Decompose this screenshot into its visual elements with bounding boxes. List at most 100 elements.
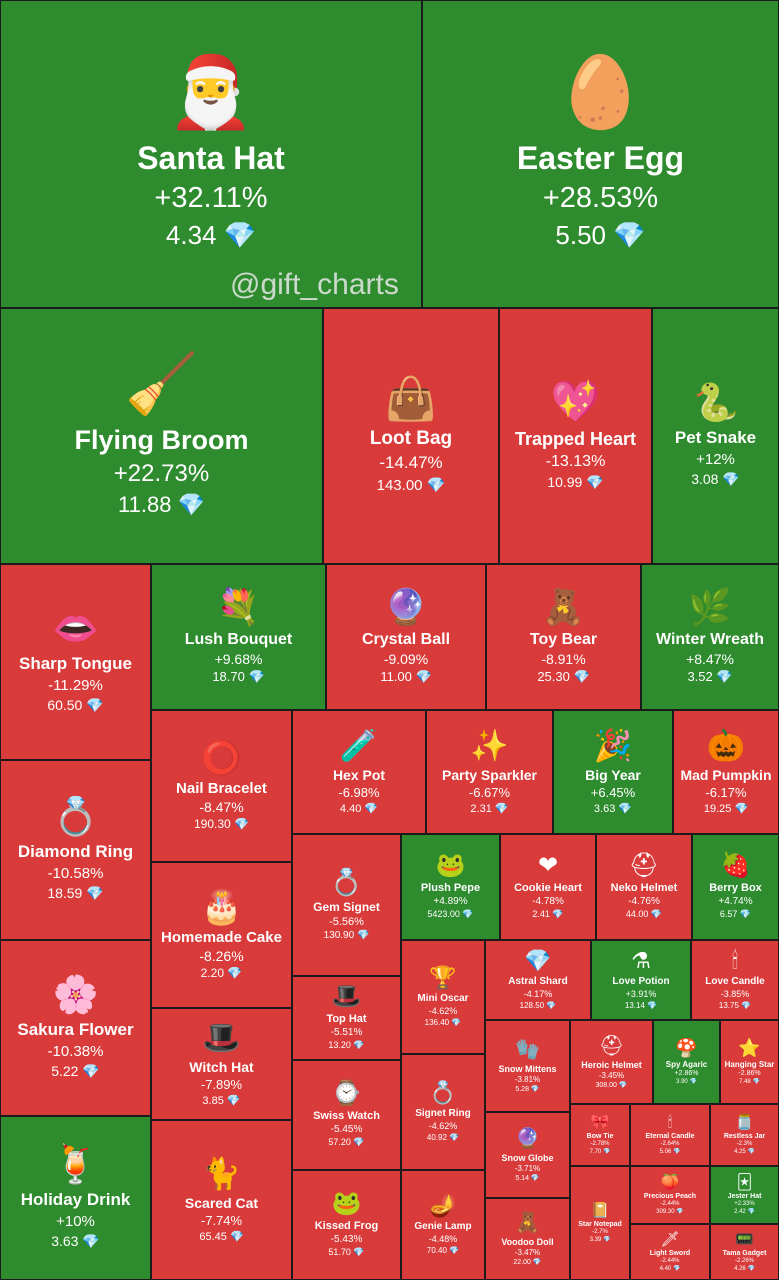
gift-icon: 🥚 [556, 53, 645, 131]
treemap-tile[interactable]: 🌿 Winter Wreath +8.47% 3.52 💎 [641, 564, 779, 710]
gift-price: 4.26 💎 [734, 1265, 755, 1272]
gift-change: -2.44% [660, 1201, 680, 1207]
gift-icon: 🎂 [200, 888, 243, 925]
treemap-tile[interactable]: 🍑 Precious Peach -2.44% 309.30 💎 [630, 1166, 710, 1224]
treemap-tile[interactable]: ❤ Cookie Heart -4.78% 2.41 💎 [500, 834, 596, 940]
gift-price: 19.25 💎 [704, 802, 748, 815]
gift-price: 2.31 💎 [470, 802, 508, 815]
treemap-tile[interactable]: 🎂 Homemade Cake -8.26% 2.20 💎 [151, 862, 292, 1008]
treemap-tile[interactable]: 🔮 Snow Globe -3.71% 5.14 💎 [485, 1112, 570, 1198]
diamond-icon: 💎 [618, 1081, 628, 1089]
gift-name: Pet Snake [674, 428, 757, 447]
treemap-tile[interactable]: 🎩 Top Hat -5.51% 13.20 💎 [292, 976, 401, 1060]
gift-price: 128.50 💎 [520, 1001, 557, 1010]
gift-icon: 🍹 [52, 1144, 99, 1185]
treemap-tile[interactable]: 🧹 Flying Broom +22.73% 11.88 💎 [0, 308, 323, 564]
gift-price-value: 2.20 [200, 966, 228, 980]
treemap-tile[interactable]: 🧸 Voodoo Doll -3.47% 22.00 💎 [485, 1198, 570, 1280]
gift-name: Holiday Drink [20, 1190, 131, 1209]
gift-change: -2.78% [590, 1141, 610, 1147]
diamond-icon: 💎 [647, 1001, 658, 1010]
gift-name: Trapped Heart [514, 428, 637, 449]
gift-price-value: 3.08 [691, 471, 723, 487]
treemap-tile[interactable]: ⌚ Swiss Watch -5.45% 57.20 💎 [292, 1060, 401, 1170]
treemap-tile[interactable]: 💍 Gem Signet -5.56% 130.90 💎 [292, 834, 401, 976]
treemap-tile[interactable]: 👄 Sharp Tongue -11.29% 60.50 💎 [0, 564, 151, 760]
treemap-tile[interactable]: ⛑ Heroic Helmet -3.45% 308.00 💎 [570, 1020, 653, 1104]
gift-icon: 🎉 [593, 727, 633, 763]
gift-change: -4.62% [428, 1121, 458, 1131]
gift-price-value: 11.88 [118, 491, 178, 517]
gift-name: Lush Bouquet [184, 630, 293, 648]
treemap-tile[interactable]: 🐍 Pet Snake +12% 3.08 💎 [652, 308, 779, 564]
treemap-tile[interactable]: 🐸 Plush Pepe +4.89% 5423.00 💎 [401, 834, 500, 940]
treemap-tile[interactable]: 🏆 Mini Oscar -4.62% 136.40 💎 [401, 940, 485, 1054]
treemap-tile[interactable]: 💍 Diamond Ring -10.58% 18.59 💎 [0, 760, 151, 940]
treemap-tile[interactable]: ⚗ Love Potion +3.91% 13.14 💎 [591, 940, 691, 1020]
gift-name: Swiss Watch [313, 1110, 380, 1122]
gift-change: -6.17% [705, 784, 747, 800]
gift-price: 7.48 💎 [739, 1078, 760, 1085]
treemap-tile[interactable]: 🫙 Restless Jar -2.3% 4.25 💎 [710, 1104, 779, 1166]
treemap-tile[interactable]: 💐 Lush Bouquet +9.68% 18.70 💎 [151, 564, 326, 710]
gift-change: -2.3% [736, 1141, 753, 1147]
diamond-icon: 💎 [426, 477, 446, 494]
gift-icon: 🌸 [52, 974, 99, 1015]
watermark: @gift_charts [230, 268, 399, 301]
treemap-tile[interactable]: 🍄 Spy Agaric +2.86% 3.90 💎 [653, 1020, 720, 1104]
gift-name: Tama Gadget [722, 1250, 767, 1257]
treemap-tile[interactable]: 🎀 Bow Tie -2.78% 7.70 💎 [570, 1104, 630, 1166]
treemap-tile[interactable]: 🃏 Jester Hat +2.33% 2.42 💎 [710, 1166, 779, 1224]
treemap-tile[interactable]: 🐸 Kissed Frog -5.43% 51.70 💎 [292, 1170, 401, 1280]
gift-name: Toy Bear [529, 630, 598, 648]
treemap-tile[interactable]: 🥚 Easter Egg +28.53% 5.50 💎 [422, 0, 779, 308]
gift-name: Star Notepad [578, 1221, 622, 1228]
gift-icon: 🧹 [124, 350, 199, 417]
treemap-tile[interactable]: 💍 Signet Ring -4.62% 40.92 💎 [401, 1054, 485, 1170]
gift-name: Snow Mittens [498, 1063, 557, 1074]
diamond-icon: 💎 [227, 966, 243, 980]
treemap-tile[interactable]: 💎 Astral Shard -4.17% 128.50 💎 [485, 940, 591, 1020]
treemap-tile[interactable]: 🎅 Santa Hat +32.11% 4.34 💎 [0, 0, 422, 308]
treemap-tile[interactable]: 🪔 Genie Lamp -4.48% 70.40 💎 [401, 1170, 485, 1280]
diamond-icon: 💎 [613, 220, 646, 250]
treemap-tile[interactable]: 🕯 Eternal Candle -2.64% 5.06 💎 [630, 1104, 710, 1166]
diamond-icon: 💎 [229, 1230, 244, 1243]
treemap-tile[interactable]: 🕯 Love Candle -3.85% 13.75 💎 [691, 940, 779, 1020]
gift-price: 309.30 💎 [656, 1208, 684, 1215]
treemap-tile[interactable]: 🧤 Snow Mittens -3.81% 5.28 💎 [485, 1020, 570, 1112]
treemap-tile[interactable]: 🧪 Hex Pot -6.98% 4.40 💎 [292, 710, 426, 834]
gift-price-value: 7.70 [589, 1149, 603, 1155]
gift-price: 3.90 💎 [676, 1078, 697, 1085]
treemap-tile[interactable]: 📔 Star Notepad -2.7% 3.39 💎 [570, 1166, 630, 1280]
treemap-tile[interactable]: 🎩 Witch Hat -7.89% 3.85 💎 [151, 1008, 292, 1120]
gift-name: Heroic Helmet [581, 1059, 642, 1070]
diamond-icon: 💎 [573, 668, 590, 684]
treemap-tile[interactable]: ⛑ Neko Helmet -4.76% 44.00 💎 [596, 834, 692, 940]
gift-icon: 🪔 [429, 1193, 457, 1218]
treemap-tile[interactable]: 🎉 Big Year +6.45% 3.63 💎 [553, 710, 673, 834]
treemap-tile[interactable]: 🍓 Berry Box +4.74% 6.57 💎 [692, 834, 779, 940]
treemap-tile[interactable]: ✨ Party Sparkler -6.67% 2.31 💎 [426, 710, 553, 834]
treemap-tile[interactable]: 🧸 Toy Bear -8.91% 25.30 💎 [486, 564, 641, 710]
gift-name: Precious Peach [643, 1193, 697, 1200]
treemap-tile[interactable]: 📟 Tama Gadget -2.26% 4.26 💎 [710, 1224, 779, 1280]
treemap-tile[interactable]: 🎃 Mad Pumpkin -6.17% 19.25 💎 [673, 710, 779, 834]
gift-price: 13.75 💎 [719, 1001, 751, 1010]
gift-name: Plush Pepe [420, 882, 481, 894]
gift-price-value: 130.90 [323, 930, 357, 941]
gift-change: +32.11% [154, 182, 268, 214]
treemap-tile[interactable]: 🐈 Scared Cat -7.74% 65.45 💎 [151, 1120, 292, 1280]
treemap-tile[interactable]: 🔮 Crystal Ball -9.09% 11.00 💎 [326, 564, 486, 710]
treemap-tile[interactable]: 🌸 Sakura Flower -10.38% 5.22 💎 [0, 940, 151, 1116]
treemap-tile[interactable]: 👜 Loot Bag -14.47% 143.00 💎 [323, 308, 499, 564]
treemap-tile[interactable]: ⭐ Hanging Star -2.86% 7.48 💎 [720, 1020, 779, 1104]
treemap-tile[interactable]: 💖 Trapped Heart -13.13% 10.99 💎 [499, 308, 652, 564]
gift-name: Astral Shard [508, 976, 568, 987]
treemap-tile[interactable]: 🍹 Holiday Drink +10% 3.63 💎 [0, 1116, 151, 1280]
gift-icon: 🐸 [435, 852, 466, 879]
gift-icon: 🎅 [167, 53, 255, 131]
treemap-tile[interactable]: ⭕ Nail Bracelet -8.47% 190.30 💎 [151, 710, 292, 862]
gift-icon: 🗡 [660, 1231, 680, 1248]
treemap-tile[interactable]: 🗡 Light Sword -2.44% 4.40 💎 [630, 1224, 710, 1280]
